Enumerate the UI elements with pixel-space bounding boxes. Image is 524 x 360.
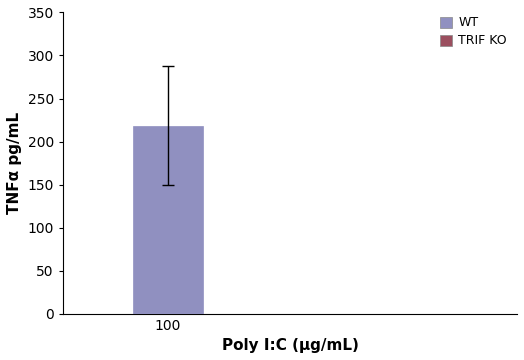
Legend: WT, TRIF KO: WT, TRIF KO (436, 13, 511, 51)
X-axis label: Poly I:C (μg/mL): Poly I:C (μg/mL) (222, 338, 358, 353)
Bar (133, 126, 203, 314)
Y-axis label: TNFα pg/mL: TNFα pg/mL (7, 112, 22, 214)
